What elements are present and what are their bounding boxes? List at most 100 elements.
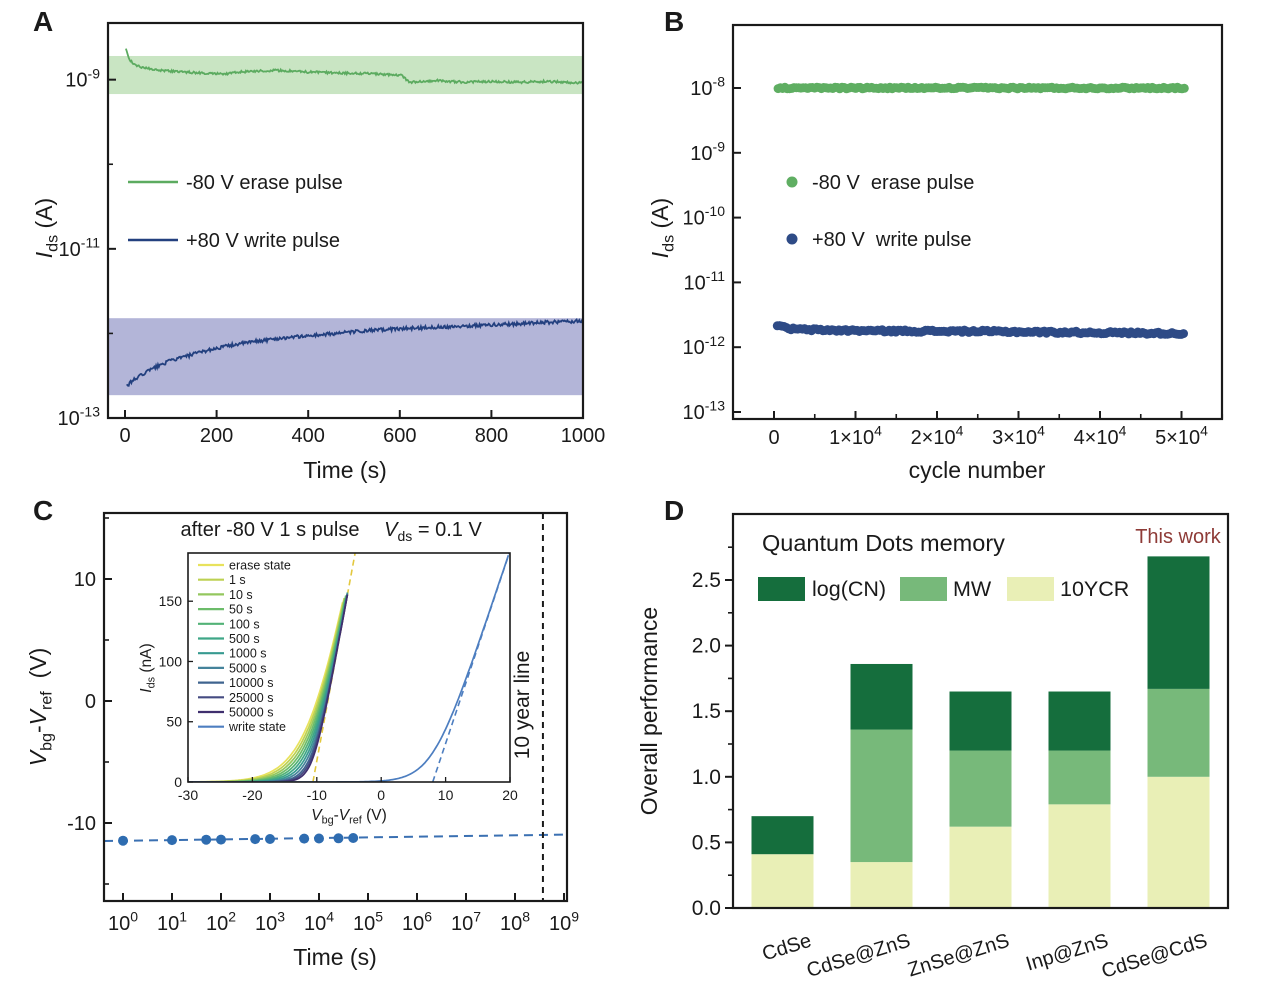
legend-label: log(CN) xyxy=(812,577,886,601)
transfer-curve-50000-s xyxy=(188,594,349,782)
threshold-point xyxy=(250,834,261,845)
y-tick-label: 1.0 xyxy=(692,766,721,789)
legend-swatch-log(CN) xyxy=(758,577,805,601)
panel-a-retention-chart: 0 200 400 600 800 1000 10-9 10-11 10-13 -80 V era… xyxy=(31,21,606,483)
inset-legend-label: 1000 s xyxy=(229,647,267,661)
y-tick-label: -10 xyxy=(67,813,96,835)
x-tick-label: 3×104 xyxy=(992,423,1045,449)
inset-y-axis-title: Ids (nA) xyxy=(138,643,158,692)
y-tick-label: 0.5 xyxy=(692,831,721,854)
x-tick-label: 5×104 xyxy=(1155,423,1208,449)
threshold-point xyxy=(333,833,344,844)
legend-label: MW xyxy=(953,577,992,601)
threshold-point xyxy=(201,834,212,845)
erase-tangent-guide xyxy=(312,553,356,782)
erase-state-band xyxy=(109,55,582,95)
bar-segment-MW-Inp@ZnS xyxy=(1048,750,1111,805)
category-label-ZnSe@ZnS: ZnSe@ZnS xyxy=(905,930,1012,982)
inset-x-axis-title: Vbg-Vref (V) xyxy=(311,807,387,827)
erase-retention-curve xyxy=(125,48,583,85)
legend-swatch-dot xyxy=(786,233,798,245)
this-work-annotation: This work xyxy=(1135,526,1222,548)
category-label-Inp@ZnS: Inp@ZnS xyxy=(1023,930,1111,976)
x-tick-label: 108 xyxy=(500,909,530,935)
x-tick-label: 109 xyxy=(549,909,579,935)
inset-y-tick-label: 150 xyxy=(159,593,183,609)
legend-label: -80 V erase pulse xyxy=(812,172,974,194)
legend-label: +80 V write pulse xyxy=(812,229,972,251)
inset-x-tick-label: -30 xyxy=(178,787,198,803)
bar-segment-10YCR-Inp@ZnS xyxy=(1048,804,1111,908)
bar-segment-log(CN)-CdSe@CdS xyxy=(1147,556,1210,689)
y-tick-label: 1.5 xyxy=(692,700,721,723)
x-tick-label: 0 xyxy=(768,427,779,449)
x-axis-title: Time (s) xyxy=(303,457,386,483)
bar-segment-log(CN)-Inp@ZnS xyxy=(1048,691,1111,751)
bar-segment-log(CN)-CdSe xyxy=(751,816,814,855)
x-tick-label: 2×104 xyxy=(911,423,964,449)
inset-legend-label: erase state xyxy=(229,559,291,573)
y-tick-label: 10-9 xyxy=(690,138,725,164)
x-tick-label: 107 xyxy=(451,909,481,935)
inset-y-tick-label: 0 xyxy=(174,774,182,790)
bar-segment-10YCR-CdSe@ZnS xyxy=(850,862,913,908)
threshold-point xyxy=(314,833,324,844)
x-tick-label: 200 xyxy=(200,425,233,447)
inset-legend-label: 10 s xyxy=(229,588,253,602)
legend-label: +80 V write pulse xyxy=(186,230,340,252)
legend-label: 10YCR xyxy=(1060,577,1129,601)
bar-segment-MW-ZnSe@ZnS xyxy=(949,750,1012,827)
ten-year-line-label: 10 year line xyxy=(511,651,534,760)
bar-segment-log(CN)-ZnSe@ZnS xyxy=(949,691,1012,751)
chart-title: Quantum Dots memory xyxy=(762,530,1005,556)
y-tick-label: 10 xyxy=(74,569,96,591)
bar-segment-log(CN)-CdSe@ZnS xyxy=(850,663,913,730)
category-label-CdSe@ZnS: CdSe@ZnS xyxy=(804,930,913,982)
threshold-point xyxy=(348,833,359,843)
x-tick-label: 0 xyxy=(119,425,130,447)
inset-legend-label: 25000 s xyxy=(229,691,273,705)
bar-segment-MW-CdSe@ZnS xyxy=(850,729,913,863)
annotation-1: Vds = 0.1 V xyxy=(384,519,482,544)
category-label-CdSe@CdS: CdSe@CdS xyxy=(1099,930,1210,983)
y-tick-label: 0.0 xyxy=(692,897,721,920)
y-tick-label: 10-13 xyxy=(58,404,101,430)
x-tick-label: 600 xyxy=(383,425,416,447)
inset-legend-label: write state xyxy=(228,720,286,734)
y-tick-label: 2.0 xyxy=(692,635,721,658)
inset-legend-label: 10000 s xyxy=(229,676,273,690)
x-tick-label: 101 xyxy=(157,909,187,935)
inset-x-tick-label: 10 xyxy=(438,787,454,803)
threshold-point xyxy=(118,835,128,846)
inset-legend-label: 5000 s xyxy=(229,661,267,675)
y-tick-label: 10-10 xyxy=(683,203,726,229)
inset-legend-label: 50 s xyxy=(229,603,253,617)
x-tick-label: 100 xyxy=(108,909,138,935)
inset-legend-label: 500 s xyxy=(229,632,260,646)
y-tick-label: 10-8 xyxy=(690,74,725,100)
x-tick-label: 1×104 xyxy=(829,423,882,449)
inset-x-tick-label: 0 xyxy=(377,787,385,803)
y-tick-label: 10-13 xyxy=(683,398,726,424)
legend-swatch-dot xyxy=(786,176,798,188)
inset-y-tick-label: 50 xyxy=(166,714,182,730)
y-tick-label: 10-12 xyxy=(683,333,726,359)
y-tick-label: 10-11 xyxy=(59,234,101,260)
legend-label: -80 V erase pulse xyxy=(186,172,343,194)
x-tick-label: 1000 xyxy=(561,425,606,447)
write-retention-curve xyxy=(126,318,583,387)
panel-label-c: C xyxy=(33,495,54,526)
panel-b-endurance-chart: 0 1×104 2×104 3×104 4×104 5×104 10-8 10-9 10-10 1… xyxy=(647,23,1224,483)
panel-label-b: B xyxy=(664,6,685,37)
annotation-0: after -80 V 1 s pulse xyxy=(181,519,360,541)
x-tick-label: 103 xyxy=(255,909,285,935)
inset-x-tick-label: 20 xyxy=(502,787,518,803)
x-tick-label: 102 xyxy=(206,909,236,935)
y-tick-label: 2.5 xyxy=(692,569,721,592)
x-axis-title: Time (s) xyxy=(293,944,376,970)
x-tick-label: 4×104 xyxy=(1074,423,1127,449)
y-tick-label: 0 xyxy=(85,691,96,713)
